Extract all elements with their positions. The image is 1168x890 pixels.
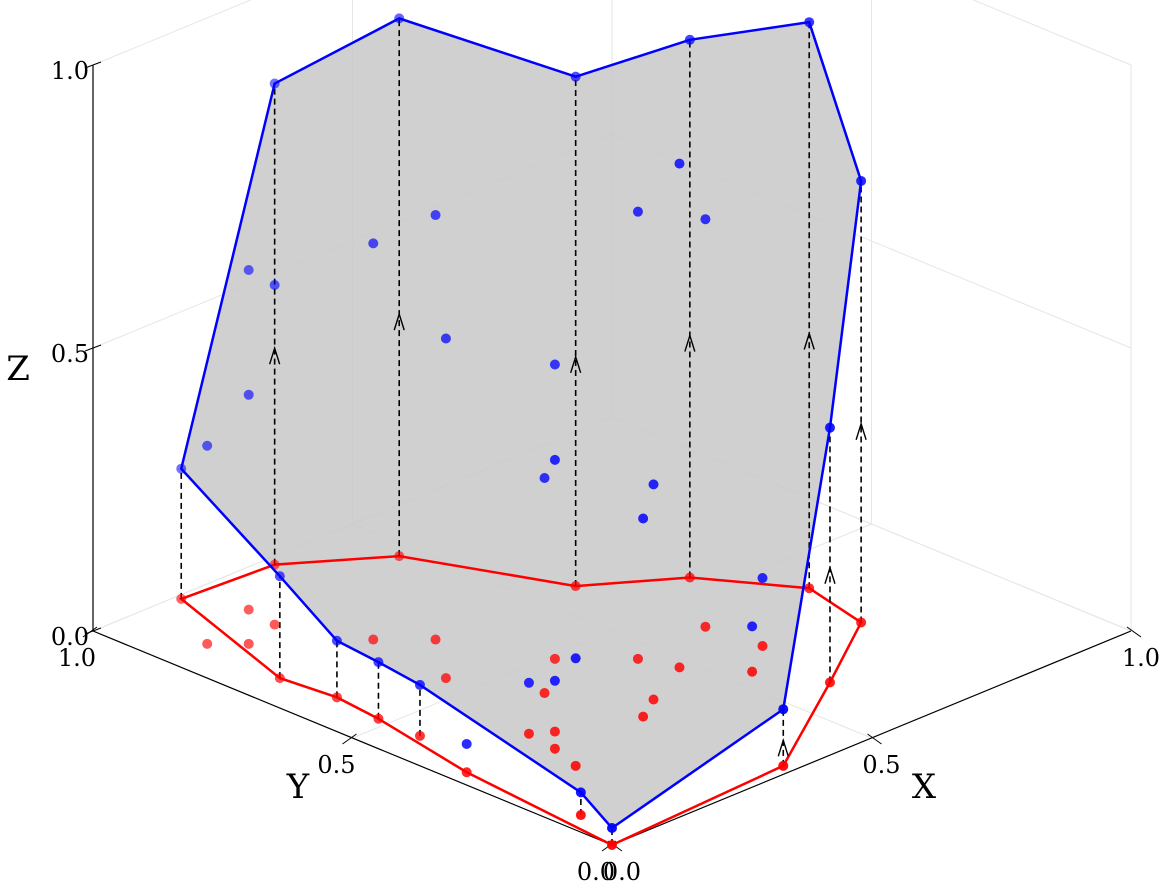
lifted-point	[549, 675, 560, 686]
lifted-point	[269, 279, 280, 290]
projected-point	[243, 604, 254, 615]
lifted-point	[570, 653, 581, 664]
lifted-point	[440, 333, 451, 344]
projected-point	[440, 673, 451, 684]
lift-arrowhead	[570, 354, 582, 374]
z-tick	[84, 344, 102, 352]
lifted-point	[243, 265, 254, 275]
x-axis-line	[611, 630, 1132, 846]
projected-point	[243, 638, 254, 649]
lifted-point	[757, 573, 768, 584]
projected-point	[674, 662, 685, 673]
lift-lines-layer	[180, 18, 867, 845]
lifted-point	[539, 472, 550, 483]
lift-arrowhead	[393, 311, 405, 331]
projected-point	[632, 653, 643, 664]
z-tick-label: 0.5	[51, 340, 89, 368]
y-tick-label: 1.0	[58, 644, 96, 672]
z-tick	[84, 61, 102, 69]
lifted-point	[430, 210, 441, 221]
lifted-point	[700, 214, 711, 225]
y-axis-line	[92, 630, 613, 846]
projected-point	[700, 621, 711, 632]
lifted-point	[638, 513, 649, 524]
projected-point	[638, 711, 649, 722]
projected-point	[269, 619, 280, 630]
projected-point	[570, 760, 581, 771]
lift-arrowhead	[684, 333, 696, 352]
projected-point	[331, 692, 342, 703]
hull-surface	[181, 18, 862, 829]
projected-point	[747, 666, 758, 677]
y-tick	[82, 626, 98, 638]
z-tick-label: 1.0	[51, 57, 89, 85]
lifted-point	[747, 621, 758, 632]
y-tick-label: 0.5	[317, 751, 355, 779]
projected-point	[539, 688, 550, 699]
projected-point	[824, 677, 835, 688]
projected-point	[523, 728, 534, 739]
lift-arrowhead	[855, 421, 867, 440]
x-tick	[1126, 626, 1142, 638]
grid-line	[972, 0, 1132, 66]
y-tick	[342, 733, 357, 745]
projected-point	[856, 617, 867, 628]
projected-point	[804, 583, 815, 594]
lift-arrowhead	[268, 345, 281, 365]
x-axis-label: X	[912, 767, 937, 807]
lifted-point	[549, 359, 560, 370]
lifted-point	[632, 206, 643, 217]
axes-layer: 0.00.00.00.50.50.51.01.01.0	[51, 57, 1160, 886]
projected-point	[757, 640, 768, 651]
lifted-point	[461, 738, 472, 749]
projected-point	[274, 673, 285, 684]
x-tick-label: 0.5	[862, 751, 900, 779]
lifted-point	[674, 158, 685, 169]
lifted-point	[243, 389, 254, 400]
lifted-point	[368, 238, 379, 249]
y-axis-label: Y	[286, 767, 310, 807]
upper-hull-outline	[179, 17, 863, 830]
projected-point	[549, 743, 560, 754]
x-tick-label: 0.0	[603, 858, 641, 886]
upper-hull-layer	[179, 17, 863, 830]
projected-point	[461, 767, 472, 778]
projected-point	[778, 760, 789, 771]
z-axis-label: Z	[6, 349, 30, 389]
projected-point	[176, 593, 187, 604]
projected-point	[430, 634, 441, 645]
lift-arrowhead	[803, 331, 815, 350]
projected-point	[414, 730, 425, 741]
projected-point	[575, 810, 586, 821]
x-tick-label: 1.0	[1122, 644, 1160, 672]
projected-point	[368, 634, 379, 645]
hull-surface-layer	[181, 18, 862, 829]
lifted-point	[648, 479, 659, 490]
z-tick	[84, 627, 102, 635]
z-tick-label: 0.0	[51, 623, 89, 651]
lifted-point	[549, 454, 560, 465]
x-tick	[867, 733, 882, 745]
lifted-point	[523, 677, 534, 688]
lift-arrowhead	[777, 738, 789, 757]
projected-point	[394, 551, 405, 562]
grid-line	[92, 0, 252, 66]
projected-point	[549, 726, 560, 737]
y-tick-label: 0.0	[577, 858, 615, 886]
projected-point	[607, 840, 617, 850]
lifted-point	[202, 440, 213, 451]
projected-point	[549, 653, 560, 664]
projected-point	[373, 713, 384, 724]
projected-point	[202, 638, 213, 649]
lift-arrowhead	[824, 565, 836, 584]
projected-point	[648, 694, 659, 705]
projected-point	[570, 581, 581, 592]
axis-labels-layer: X Y Z	[6, 349, 937, 807]
projected-point	[684, 572, 695, 583]
